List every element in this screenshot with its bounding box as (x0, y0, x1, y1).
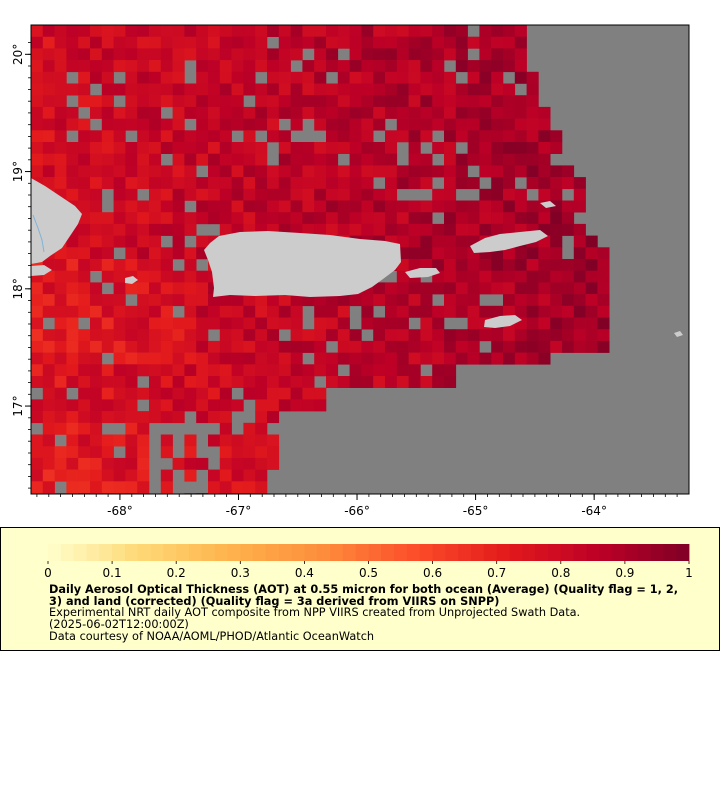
colorbar-swatch (676, 544, 690, 561)
colorbar-swatch (573, 544, 587, 561)
legend-panel: 0 0.1 0.2 0.3 0.4 0.5 0.6 0.7 0.8 0.9 1 Daily Aero… (0, 527, 720, 651)
colorbar-swatch (86, 544, 100, 561)
colorbar-swatch (663, 544, 677, 561)
colorbar-tick-label: 0.9 (615, 566, 634, 580)
y-axis: 17° 18° 19° 20° (11, 42, 31, 489)
colorbar-swatch (176, 544, 190, 561)
river-line (32, 214, 45, 253)
y-tick-label: 17° (11, 395, 25, 416)
aot-map: -68° -67° -66° -65° -64° 17° 18° 19° 20° (11, 24, 690, 518)
legend-title: Daily Aerosol Optical Thickness (AOT) at… (49, 583, 679, 608)
colorbar-swatch (291, 544, 305, 561)
colorbar-swatch (522, 544, 536, 561)
x-tick-label: -65° (463, 504, 489, 518)
legend-description: Experimental NRT daily AOT composite fro… (49, 606, 581, 619)
legend-credit: Data courtesy of NOAA/AOML/PHOD/Atlantic… (49, 630, 375, 643)
colorbar-swatch (150, 544, 164, 561)
colorbar-swatch (637, 544, 651, 561)
colorbar-swatch (547, 544, 562, 561)
y-tick-label: 19° (11, 161, 25, 182)
colorbar-swatch (560, 544, 575, 561)
colorbar-swatch (60, 544, 75, 561)
colorbar-swatch (496, 544, 510, 561)
colorbar-swatch (73, 544, 87, 561)
colorbar-swatch (483, 544, 498, 561)
colorbar-tick-label: 0.7 (487, 566, 506, 580)
colorbar-swatch (535, 544, 549, 561)
colorbar-swatch (227, 544, 241, 561)
colorbar-swatch (201, 544, 216, 561)
x-axis: -68° -67° -66° -65° -64° (36, 494, 678, 518)
colorbar-swatch (406, 544, 421, 561)
colorbar-swatch (214, 544, 228, 561)
land-saba (674, 331, 683, 337)
land-st-croix (484, 315, 522, 328)
colorbar-swatch (112, 544, 126, 561)
colorbar-swatch (471, 544, 485, 561)
colorbar-swatch (381, 544, 395, 561)
land-culebra-vi (470, 230, 548, 253)
colorbar-swatch (278, 544, 292, 561)
x-tick-label: -67° (226, 504, 252, 518)
colorbar-tick-label: 0 (44, 566, 52, 580)
colorbar-swatch (368, 544, 382, 561)
colorbar-tick-label: 0.4 (295, 566, 314, 580)
colorbar-swatch (137, 544, 151, 561)
colorbar-swatch (342, 544, 357, 561)
colorbar-swatch (355, 544, 369, 561)
colorbar-swatch (612, 544, 626, 561)
colorbar-swatch (163, 544, 177, 561)
colorbar-swatch (432, 544, 446, 561)
colorbar-tick-label: 0.5 (359, 566, 378, 580)
colorbar-swatch (650, 544, 664, 561)
colorbar-swatch (240, 544, 254, 561)
colorbar-swatch (458, 544, 472, 561)
colorbar-swatch (189, 544, 203, 561)
colorbar-swatch (304, 544, 318, 561)
colorbar-swatch (586, 544, 600, 561)
colorbar-swatch (253, 544, 267, 561)
colorbar-swatch (394, 544, 408, 561)
map-frame (30, 24, 690, 495)
land-anguilla (540, 201, 556, 208)
colorbar-swatch (624, 544, 639, 561)
colorbar-swatches (48, 544, 690, 561)
colorbar-tick-label: 0.6 (423, 566, 442, 580)
y-tick-label: 18° (11, 278, 25, 299)
colorbar-tick-label: 0.1 (103, 566, 122, 580)
colorbar-swatch (48, 544, 62, 561)
x-tick-label: -66° (344, 504, 370, 518)
colorbar-ticks: 0 0.1 0.2 0.3 0.4 0.5 0.6 0.7 0.8 0.9 1 (44, 561, 693, 580)
legend-timestamp: (2025-06-02T12:00:00Z) (49, 618, 189, 631)
colorbar-swatch (509, 544, 523, 561)
y-tick-label: 20° (11, 44, 25, 65)
colorbar-swatch (265, 544, 280, 561)
colorbar-swatch (99, 544, 113, 561)
colorbar-tick-label: 0.3 (231, 566, 250, 580)
land-puerto-rico (204, 231, 401, 297)
land-mona (125, 276, 138, 284)
colorbar-swatch (124, 544, 139, 561)
land-hispaniola (31, 178, 82, 264)
land-hispaniola-south (31, 265, 52, 276)
colorbar-swatch (317, 544, 331, 561)
colorbar-swatch (599, 544, 613, 561)
colorbar-tick-label: 1 (685, 566, 693, 580)
colorbar: 0 0.1 0.2 0.3 0.4 0.5 0.6 0.7 0.8 0.9 1 (44, 544, 693, 580)
land-vieques (405, 268, 440, 278)
x-tick-label: -64° (581, 504, 607, 518)
colorbar-tick-label: 0.8 (551, 566, 570, 580)
colorbar-tick-label: 0.2 (167, 566, 186, 580)
colorbar-swatch (419, 544, 433, 561)
colorbar-swatch (445, 544, 459, 561)
x-tick-label: -68° (107, 504, 133, 518)
colorbar-swatch (330, 544, 344, 561)
